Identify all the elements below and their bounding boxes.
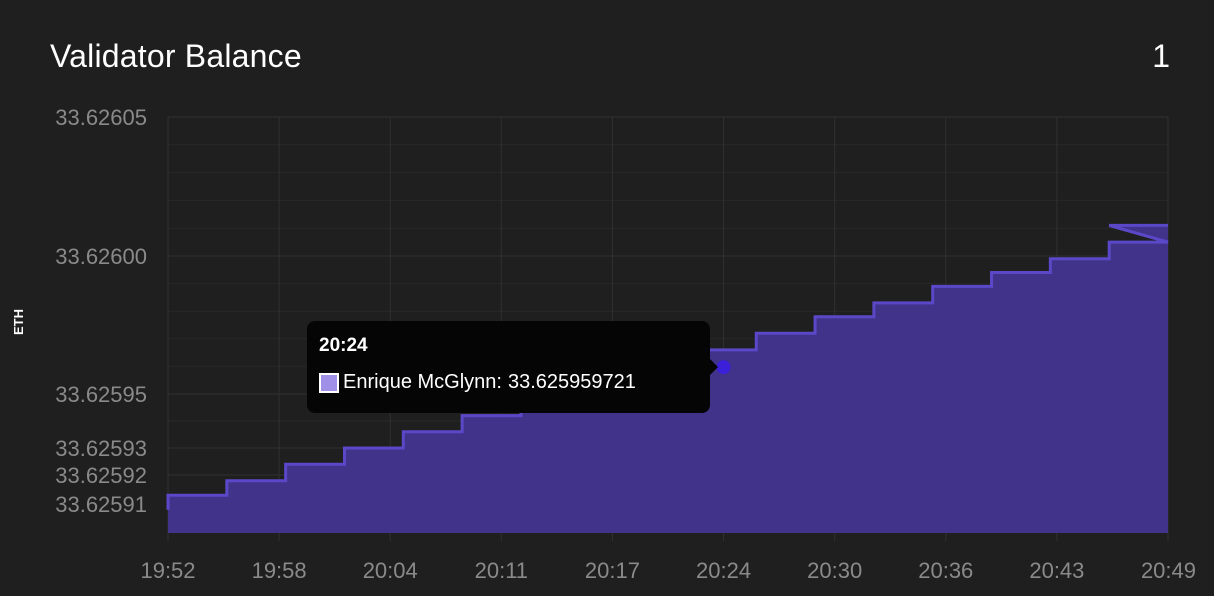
x-tick-label: 20:49 [1141, 558, 1196, 583]
y-tick-label: 33.62600 [55, 244, 147, 269]
chart-title: Validator Balance [50, 38, 302, 74]
y-tick-label: 33.62591 [55, 492, 147, 517]
x-tick-label: 20:24 [696, 558, 751, 583]
tooltip-separator: : [496, 371, 502, 393]
y-tick-label: 33.62605 [55, 105, 147, 130]
validator-count: 1 [1152, 38, 1170, 74]
tooltip-series-name: Enrique McGlynn [343, 371, 497, 393]
tooltip-value: 33.625959721 [507, 371, 636, 393]
x-tick-label: 20:17 [585, 558, 640, 583]
x-tick-label: 20:36 [918, 558, 973, 583]
y-axis-label: ETH [11, 309, 26, 335]
x-tick-label: 20:30 [807, 558, 862, 583]
x-tick-label: 19:58 [252, 558, 307, 583]
tooltip-series-swatch [319, 372, 339, 393]
x-tick-label: 20:11 [475, 558, 528, 583]
tooltip-time: 20:24 [319, 335, 368, 356]
chart-tooltip: 20:24 Enrique McGlynn : 33.625959721 [307, 321, 718, 413]
tooltip-row: Enrique McGlynn : 33.625959721 [319, 371, 698, 394]
y-tick-label: 33.62595 [55, 382, 147, 407]
x-tick-label: 20:43 [1029, 558, 1084, 583]
x-tick-label: 19:52 [140, 558, 195, 583]
tooltip-caret [710, 359, 718, 375]
x-tick-label: 20:04 [363, 558, 418, 583]
hover-point [716, 360, 731, 375]
y-tick-label: 33.62592 [55, 463, 147, 488]
y-tick-label: 33.62593 [55, 436, 147, 461]
